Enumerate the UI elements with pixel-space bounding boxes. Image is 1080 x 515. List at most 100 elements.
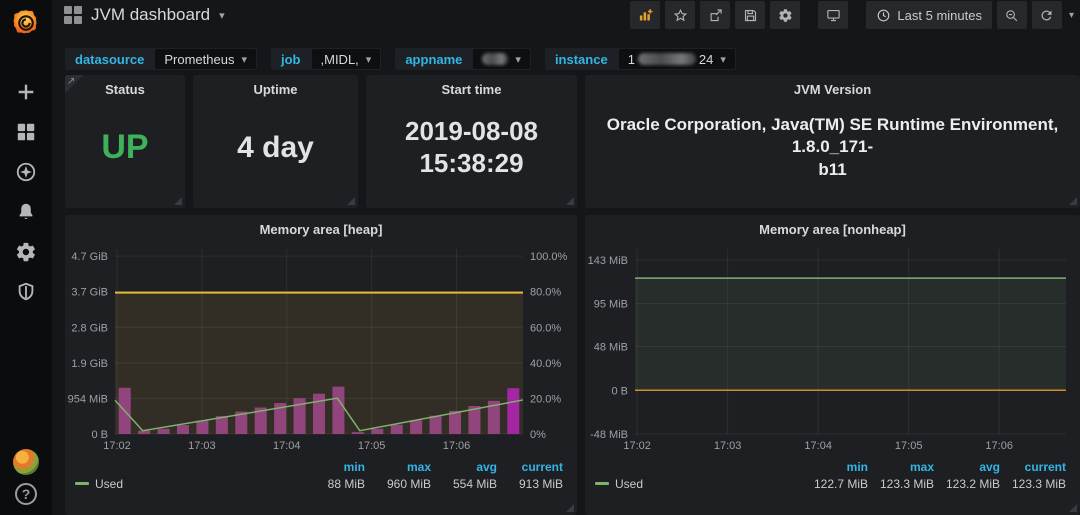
panel-title[interactable]: Start time <box>441 82 502 97</box>
svg-text:48 MiB: 48 MiB <box>594 342 628 354</box>
heap-chart-canvas[interactable]: 0 B 0% 954 MiB 20.0% 1.9 GiB 40.0% 2.8 GiB 60.0… <box>65 241 577 456</box>
dashboard-grid-icon <box>64 6 82 25</box>
main-area: JVM dashboard ▾ <box>52 0 1080 515</box>
create-icon[interactable] <box>15 81 37 103</box>
explore-compass-icon[interactable] <box>15 161 37 183</box>
panel-memory-nonheap: Memory area [nonheap] -48 MiB 0 B 48 MiB 95… <box>585 215 1080 515</box>
monitor-icon <box>827 9 840 21</box>
svg-text:0 B: 0 B <box>91 429 108 441</box>
alerting-bell-icon[interactable] <box>15 201 37 223</box>
redacted-value <box>637 53 696 66</box>
legend-series-used[interactable]: Used <box>75 477 299 491</box>
chevron-down-icon: ▾ <box>365 53 372 66</box>
cycle-view-button[interactable] <box>818 1 849 30</box>
svg-text:0%: 0% <box>530 429 546 441</box>
svg-text:17:03: 17:03 <box>188 440 216 452</box>
legend-header-max[interactable]: max <box>406 459 431 474</box>
panel-resize-handle[interactable] <box>566 197 574 205</box>
legend-header-max[interactable]: max <box>909 459 934 474</box>
configuration-gear-icon[interactable] <box>15 241 37 263</box>
grafana-logo[interactable] <box>11 8 41 38</box>
variable-instance: instance 1 24 ▾ <box>544 48 736 70</box>
jvm-version-value: Oracle Corporation, Java(TM) SE Runtime … <box>606 115 1059 179</box>
nonheap-chart-canvas[interactable]: -48 MiB 0 B 48 MiB 95 MiB 143 MiB 17:02 17:03 1… <box>585 241 1080 456</box>
variable-appname-label: appname <box>405 51 463 67</box>
svg-text:17:06: 17:06 <box>985 440 1013 452</box>
panel-resize-handle[interactable] <box>1069 504 1077 512</box>
dashboard-grid: ↗ Status UP Uptime 4 day Start time 2019… <box>52 75 1080 515</box>
legend-row: Used 122.7 MiB 123.3 MiB 123.2 MiB 123.3… <box>595 475 1066 492</box>
zoom-out-button[interactable] <box>996 1 1027 30</box>
chevron-down-icon: ▾ <box>241 53 247 66</box>
refresh-button[interactable] <box>1031 1 1062 30</box>
panel-title[interactable]: Uptime <box>253 82 298 97</box>
variable-instance-value[interactable]: 1 24 ▾ <box>618 49 735 69</box>
legend-header-current[interactable]: current <box>1024 459 1066 474</box>
title-caret-icon[interactable]: ▾ <box>219 9 225 22</box>
dashboard-title[interactable]: JVM dashboard <box>91 5 211 25</box>
dashboards-icon[interactable] <box>15 121 37 143</box>
legend-header-avg[interactable]: avg <box>979 459 1000 474</box>
variable-datasource-label: datasource <box>75 51 145 67</box>
svg-text:20.0%: 20.0% <box>530 393 561 405</box>
start-time-value: 2019-08-08 15:38:29 <box>405 116 538 178</box>
svg-text:954 MiB: 954 MiB <box>68 393 108 405</box>
panel-resize-handle[interactable] <box>174 197 182 205</box>
add-panel-icon <box>639 8 653 21</box>
refresh-interval-caret-icon[interactable]: ▾ <box>1068 9 1074 21</box>
legend-header-avg[interactable]: avg <box>476 459 497 474</box>
legend-header-min[interactable]: min <box>343 459 365 474</box>
panel-title[interactable]: Memory area [nonheap] <box>759 222 906 237</box>
legend-series-used[interactable]: Used <box>595 477 802 491</box>
refresh-icon <box>1041 10 1052 21</box>
panel-jvm-version: JVM Version Oracle Corporation, Java(TM)… <box>585 75 1080 208</box>
panel-title[interactable]: JVM Version <box>793 82 872 97</box>
help-icon[interactable]: ? <box>15 483 37 505</box>
variable-job-value[interactable]: ,MIDL, ▾ <box>311 49 381 69</box>
share-button[interactable] <box>700 1 731 30</box>
series-color-swatch <box>75 482 89 485</box>
panel-resize-handle[interactable] <box>1069 197 1077 205</box>
server-admin-shield-icon[interactable] <box>15 281 37 303</box>
variable-datasource-value[interactable]: Prometheus ▾ <box>155 49 256 69</box>
user-avatar[interactable] <box>13 449 39 475</box>
chevron-down-icon: ▾ <box>720 53 726 66</box>
gear-icon <box>779 8 792 22</box>
panel-title[interactable]: Status <box>105 82 145 97</box>
panel-resize-handle[interactable] <box>347 197 355 205</box>
panel-resize-handle[interactable] <box>566 504 574 512</box>
variable-job: job ,MIDL, ▾ <box>271 48 382 70</box>
svg-text:0 B: 0 B <box>611 385 628 397</box>
series-color-swatch <box>595 482 609 485</box>
legend-header-min[interactable]: min <box>846 459 868 474</box>
variable-datasource: datasource Prometheus ▾ <box>65 48 257 70</box>
panel-link-icon[interactable]: ↗ <box>65 75 83 93</box>
variable-job-label: job <box>281 51 301 67</box>
variable-instance-label: instance <box>554 51 608 67</box>
time-range-label: Last 5 minutes <box>897 7 982 23</box>
svg-text:-48 MiB: -48 MiB <box>590 429 628 441</box>
status-value: UP <box>101 128 149 166</box>
variable-appname-value[interactable]: ▾ <box>473 49 530 69</box>
panel-start-time: Start time 2019-08-08 15:38:29 <box>366 75 577 208</box>
chevron-down-icon: ▾ <box>515 53 521 66</box>
share-icon <box>710 8 722 21</box>
panel-title[interactable]: Memory area [heap] <box>259 222 383 237</box>
svg-text:17:04: 17:04 <box>804 440 832 452</box>
svg-text:17:05: 17:05 <box>358 440 386 452</box>
legend-row: Used 88 MiB 960 MiB 554 MiB 913 MiB <box>75 475 563 492</box>
uptime-value: 4 day <box>237 130 314 164</box>
save-button[interactable] <box>735 1 766 30</box>
zoom-out-icon <box>1006 9 1018 21</box>
star-button[interactable] <box>665 1 696 30</box>
time-range-button[interactable]: Last 5 minutes <box>866 1 992 30</box>
legend-header-current[interactable]: current <box>521 459 563 474</box>
svg-text:40.0%: 40.0% <box>530 358 561 370</box>
svg-text:17:04: 17:04 <box>273 440 301 452</box>
dashboard-settings-button[interactable] <box>770 1 801 30</box>
add-panel-button[interactable] <box>630 1 661 30</box>
svg-text:17:05: 17:05 <box>895 440 923 452</box>
panel-status: ↗ Status UP <box>65 75 185 208</box>
svg-text:143 MiB: 143 MiB <box>588 255 628 267</box>
